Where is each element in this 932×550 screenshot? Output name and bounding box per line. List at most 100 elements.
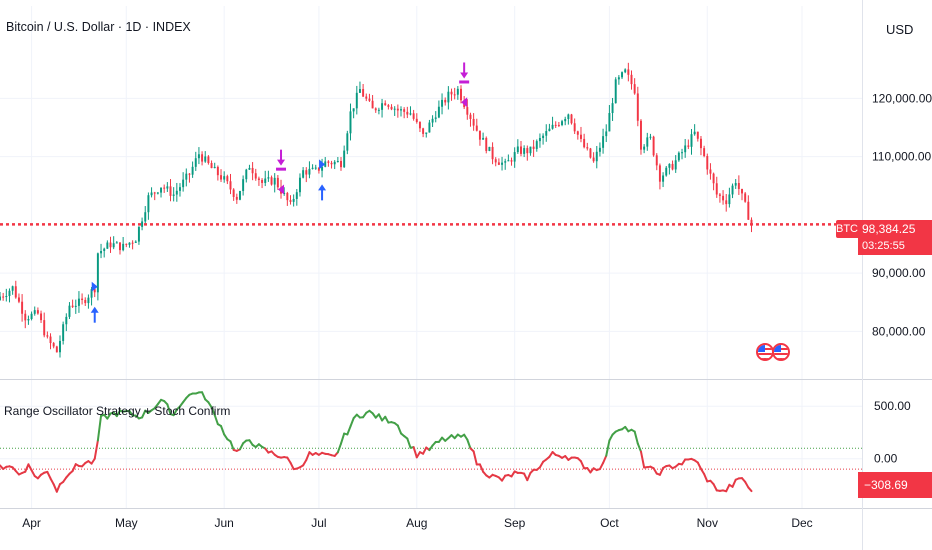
candle-body [156,192,159,194]
candle-body [576,131,579,135]
oscillator-segment [220,425,226,436]
candle-body [229,181,232,190]
candle-body [188,173,191,175]
candle-body [741,188,743,194]
oscillator-segment [24,463,30,473]
candle-body [406,111,409,115]
oscillator-segment [213,414,219,426]
candle-body [77,298,80,306]
candle-body [374,108,377,111]
buy-signal-arrowhead [90,306,99,313]
oscillator-segment [658,466,665,476]
candle-body [475,125,478,131]
candle-body [617,77,620,80]
us-flag-event-icon[interactable] [756,343,774,361]
candle-body [507,160,510,162]
candle-body [336,160,339,162]
candle-body [270,177,273,185]
candle-body [14,286,17,298]
candle-body [520,146,522,154]
oscillator-segment [336,442,343,454]
candle-body [523,148,526,154]
candle-body [52,343,55,347]
candle-body [605,131,608,137]
oscillator-segment [652,467,658,475]
oscillator-segment [579,460,586,470]
oscillator-segment [712,483,718,492]
candle-body [362,89,365,97]
candle-body [671,163,674,170]
bar-countdown-tag: 03:25:55 [858,238,932,255]
candle-body [147,195,150,213]
candle-body [109,242,112,248]
candle-body [128,242,131,245]
candle-body [580,134,582,139]
candle-body [238,191,241,200]
oscillator-segment [201,391,207,401]
candle-body [33,310,36,314]
candle-body [46,335,49,337]
oscillator-segment [96,414,103,442]
candle-body [112,243,115,248]
candle-body [245,169,248,180]
candle-body [11,286,14,291]
exit-pointer [461,97,468,108]
candle-body [403,109,406,112]
candle-body [665,167,668,176]
candle-body [251,167,254,174]
candle-body [207,156,210,164]
oscillator-segment [696,461,702,470]
candle-body [197,154,200,159]
candle-body [384,103,387,106]
candle-body [100,250,103,254]
candle-body [340,160,342,168]
candle-body [636,93,639,121]
candle-body [232,189,235,197]
candle-body [699,138,702,149]
candle-body [49,336,52,344]
candle-body [482,137,485,140]
candle-body [289,200,292,202]
oscillator-segment [166,403,172,416]
candle-body [668,163,671,168]
oscillator-segment [639,450,646,469]
currency-label[interactable]: USD [886,22,914,37]
candle-body [469,114,472,119]
candle-body [639,120,642,150]
candle-body [144,212,147,222]
candle-body [513,152,516,162]
x-tick-label: Nov [697,516,718,530]
candle-body [308,168,311,175]
oscillator-segment [633,430,639,445]
candle-body [295,192,298,199]
candle-body [718,194,721,196]
candle-body [355,92,358,109]
candle-body [488,146,491,151]
entry-marker [91,281,98,292]
oscillator-segment [731,478,737,488]
candle-body [428,122,431,133]
oscillator-segment [229,440,235,451]
candle-body [131,242,134,244]
candle-body [649,136,652,138]
indicator-title[interactable]: Range Oscillator Strategy + Stoch Confir… [4,404,231,418]
candle-body [684,145,687,153]
candle-body [0,296,1,300]
x-tick-label: Jul [311,516,326,530]
candle-body [254,173,257,179]
candle-body [409,113,412,115]
candle-body [216,166,219,176]
exit-marker [276,167,287,171]
candle-body [27,319,30,321]
candle-body [570,114,573,124]
candle-body [598,147,601,152]
candle-body [478,130,481,140]
candle-body [453,94,456,96]
x-tick-label: Apr [22,516,41,530]
oscillator-segment [747,486,753,493]
candle-body [87,297,90,304]
candle-body [333,161,336,165]
us-flag-event-icon[interactable] [772,343,790,361]
candle-body [65,316,68,325]
